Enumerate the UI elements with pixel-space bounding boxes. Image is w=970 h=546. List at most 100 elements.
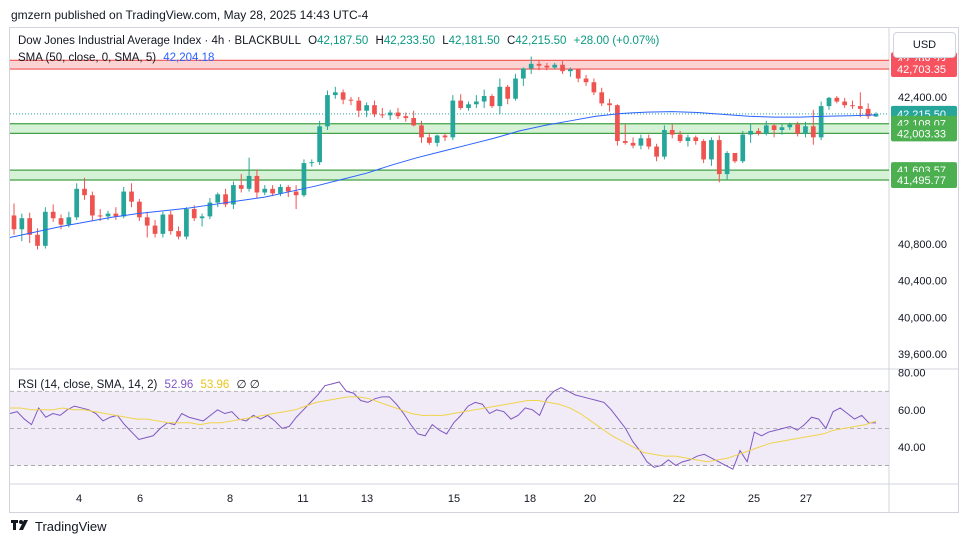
candle-body[interactable] — [356, 100, 362, 111]
candle-body[interactable] — [662, 130, 667, 157]
candle-body[interactable] — [395, 112, 401, 117]
candle-body[interactable] — [246, 175, 252, 189]
candle-body[interactable] — [701, 141, 706, 160]
candle-body[interactable] — [90, 195, 95, 216]
candle-body[interactable] — [622, 141, 628, 143]
candle-body[interactable] — [137, 201, 142, 218]
candle-body[interactable] — [254, 175, 260, 193]
candle-body[interactable] — [779, 127, 785, 130]
candle-body[interactable] — [544, 65, 550, 68]
candle-body[interactable] — [857, 106, 863, 109]
candle-body[interactable] — [489, 96, 495, 107]
candle-body[interactable] — [763, 125, 769, 134]
candle-body[interactable] — [740, 134, 746, 162]
candle-body[interactable] — [215, 194, 221, 203]
candle-body[interactable] — [803, 126, 808, 134]
candle-body[interactable] — [144, 217, 150, 226]
candle-body[interactable] — [724, 152, 730, 175]
candle-body[interactable] — [615, 105, 620, 142]
candle-body[interactable] — [473, 101, 479, 105]
candle-body[interactable] — [795, 124, 800, 134]
candle-body[interactable] — [834, 97, 840, 102]
candle-body[interactable] — [528, 63, 534, 69]
candle-body[interactable] — [552, 64, 558, 68]
candle-body[interactable] — [199, 216, 205, 219]
candle-body[interactable] — [442, 135, 448, 138]
candle-body[interactable] — [693, 137, 699, 142]
candle-body[interactable] — [669, 130, 675, 135]
candle-body[interactable] — [191, 209, 197, 219]
candle-body[interactable] — [756, 130, 761, 134]
candle-body[interactable] — [497, 86, 503, 107]
candle-body[interactable] — [411, 118, 417, 126]
currency-button[interactable]: USD — [893, 32, 956, 58]
candle-body[interactable] — [630, 142, 636, 146]
candle-body[interactable] — [716, 140, 722, 175]
candle-body[interactable] — [325, 95, 330, 127]
candle-body[interactable] — [270, 188, 275, 194]
candle-body[interactable] — [262, 188, 268, 193]
candle-body[interactable] — [207, 202, 213, 217]
candle-body[interactable] — [364, 105, 369, 111]
candle-body[interactable] — [536, 63, 542, 66]
candle-body[interactable] — [285, 186, 291, 192]
candle-body[interactable] — [129, 191, 134, 202]
candle-body[interactable] — [35, 234, 40, 246]
candle-body[interactable] — [74, 188, 80, 218]
candle-body[interactable] — [160, 214, 166, 234]
candle-body[interactable] — [387, 112, 393, 116]
candle-body[interactable] — [466, 104, 471, 108]
candle-body[interactable] — [583, 78, 589, 83]
candle-body[interactable] — [599, 92, 605, 104]
candle-body[interactable] — [426, 137, 432, 143]
candle-body[interactable] — [865, 108, 871, 117]
candle-body[interactable] — [434, 135, 440, 143]
candle-body[interactable] — [113, 213, 119, 217]
candle-body[interactable] — [748, 130, 753, 135]
symbol-title[interactable]: Dow Jones Industrial Average Index · 4h … — [18, 35, 301, 47]
candle-body[interactable] — [850, 105, 855, 107]
candle-body[interactable] — [11, 215, 17, 230]
candle-body[interactable] — [42, 211, 48, 246]
candle-body[interactable] — [105, 213, 111, 217]
candle-body[interactable] — [607, 103, 612, 106]
candle-body[interactable] — [709, 140, 714, 160]
candle-body[interactable] — [560, 64, 565, 72]
candle-body[interactable] — [771, 125, 777, 130]
candle-body[interactable] — [50, 211, 56, 219]
candle-body[interactable] — [521, 68, 526, 79]
candle-body[interactable] — [317, 126, 322, 163]
candle-body[interactable] — [677, 134, 683, 142]
rsi-ma-line[interactable] — [10, 396, 877, 463]
candle-body[interactable] — [481, 96, 487, 102]
candle-body[interactable] — [332, 92, 338, 96]
candle-body[interactable] — [638, 138, 644, 146]
candle-body[interactable] — [301, 163, 307, 196]
brand[interactable]: TradingView — [11, 519, 107, 534]
candle-body[interactable] — [732, 152, 738, 162]
candle-body[interactable] — [654, 146, 659, 157]
candle-body[interactable] — [575, 69, 581, 79]
candle-body[interactable] — [176, 231, 181, 237]
candle-body[interactable] — [340, 92, 346, 100]
candle-body[interactable] — [458, 100, 464, 108]
candle-body[interactable] — [505, 86, 511, 99]
candle-body[interactable] — [379, 114, 385, 116]
candle-body[interactable] — [403, 116, 409, 119]
candle-body[interactable] — [646, 138, 652, 147]
candle-body[interactable] — [121, 191, 127, 217]
rsi-line[interactable] — [9, 381, 877, 470]
candle-body[interactable] — [591, 82, 597, 93]
candle-body[interactable] — [842, 101, 848, 106]
candle-body[interactable] — [450, 100, 456, 138]
candle-body[interactable] — [419, 125, 424, 138]
candle-body[interactable] — [348, 99, 354, 101]
candle-body[interactable] — [223, 194, 228, 205]
sma-legend[interactable]: SMA (50, close, 0, SMA, 5) 42,204.18 — [18, 52, 218, 64]
candle-body[interactable] — [513, 78, 518, 99]
candle-body[interactable] — [168, 214, 174, 232]
candle-body[interactable] — [826, 97, 832, 107]
candle-body[interactable] — [97, 215, 103, 217]
candle-body[interactable] — [19, 218, 25, 230]
